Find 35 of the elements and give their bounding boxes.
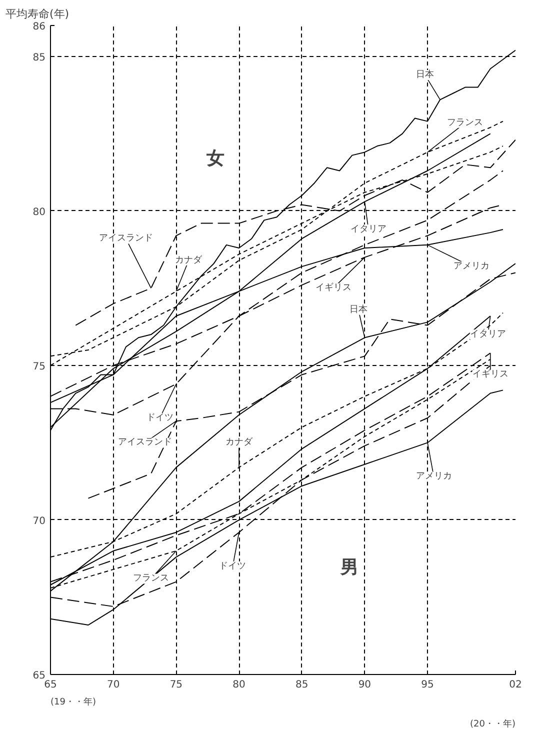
x-tick-label: 70 bbox=[106, 680, 120, 690]
annotation: 日本 bbox=[349, 304, 368, 315]
annotation: 男 bbox=[340, 557, 358, 578]
y-axis-title: 平均寿命(年) bbox=[6, 8, 70, 20]
y-tick-label: 75 bbox=[32, 361, 46, 372]
annotation: フランス bbox=[447, 118, 484, 128]
annotation: カナダ bbox=[175, 254, 204, 266]
y-tick-label: 65 bbox=[32, 670, 46, 682]
annotation: フランス bbox=[133, 574, 170, 584]
annotation: アイスランド bbox=[118, 438, 172, 448]
annotation: イタリア bbox=[350, 224, 386, 234]
x-tick-label: 80 bbox=[232, 680, 246, 690]
annotation: イタリア bbox=[470, 330, 506, 340]
annotation: アメリカ bbox=[416, 472, 452, 482]
x-tick-label: 85 bbox=[295, 680, 308, 690]
annotation: 女 bbox=[206, 148, 224, 169]
x-tick-label: 02 bbox=[509, 680, 522, 690]
x-tick-label: 95 bbox=[421, 680, 434, 690]
annotation: 日本 bbox=[416, 68, 434, 80]
text: (20・・年) bbox=[470, 718, 516, 730]
x-tick-label: 65 bbox=[44, 680, 57, 690]
y-tick-label: 86 bbox=[32, 22, 46, 32]
annotation: アメリカ bbox=[454, 262, 490, 272]
y-tick-label: 85 bbox=[32, 52, 46, 64]
annotation: ドイツ bbox=[219, 561, 246, 572]
annotation: ドイツ bbox=[146, 412, 174, 423]
annotation: アイスランド bbox=[98, 234, 153, 244]
annotation: イギリス bbox=[472, 368, 508, 380]
annotation: カナダ bbox=[226, 436, 254, 448]
text: (19・・年) bbox=[50, 696, 96, 708]
x-tick-label: 75 bbox=[170, 680, 183, 690]
y-tick-label: 80 bbox=[32, 206, 46, 218]
annotation: イギリス bbox=[315, 282, 352, 294]
x-tick-label: 90 bbox=[358, 680, 372, 690]
y-tick-label: 70 bbox=[32, 516, 46, 527]
